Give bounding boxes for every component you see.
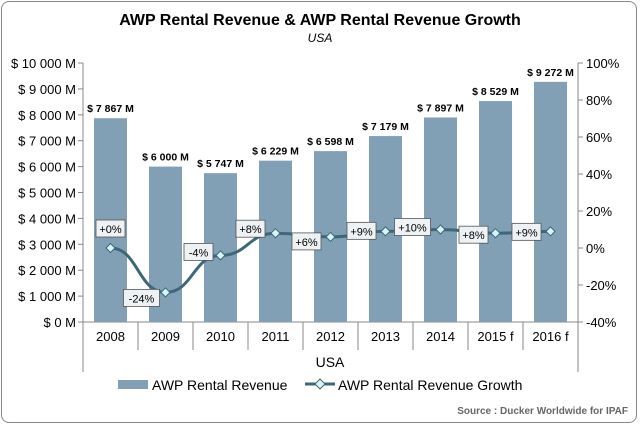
legend-marker-icon — [314, 378, 326, 390]
growth-data-label: +8% — [239, 224, 262, 236]
category-label: 2014 — [426, 329, 455, 344]
category-label: 2008 — [96, 329, 125, 344]
chart-title: AWP Rental Revenue & AWP Rental Revenue … — [119, 12, 521, 29]
right-tick-label: 60% — [586, 130, 612, 145]
revenue-bar — [479, 101, 512, 322]
growth-label-box — [123, 288, 160, 307]
left-tick-label: $ 2 000 M — [18, 263, 76, 278]
bar-data-label: $ 7 179 M — [362, 121, 409, 133]
growth-label-box — [291, 232, 322, 251]
revenue-bar — [534, 81, 567, 323]
growth-marker — [545, 226, 556, 237]
left-tick-label: $ 1 000 M — [18, 289, 76, 304]
category-label: 2010 — [206, 329, 235, 344]
growth-marker — [435, 224, 446, 235]
growth-label-box — [458, 225, 489, 244]
bar-data-label: $ 9 272 M — [527, 67, 574, 79]
left-tick-label: $ 4 000 M — [18, 211, 76, 226]
bar-data-label: $ 6 598 M — [307, 136, 354, 148]
category-label: 2012 — [316, 329, 345, 344]
growth-data-label: +10% — [398, 223, 427, 235]
growth-marker — [160, 287, 171, 298]
growth-label-box — [183, 242, 214, 261]
right-tick-label: 40% — [586, 167, 612, 182]
growth-data-label: +8% — [462, 230, 485, 242]
growth-label-box — [235, 219, 266, 238]
growth-marker — [380, 226, 391, 237]
growth-marker — [105, 242, 116, 254]
right-tick-label: -20% — [586, 278, 617, 293]
legend-line-label: AWP Rental Revenue Growth — [338, 377, 522, 393]
category-label: 2016 f — [532, 329, 569, 344]
x-axis-label: USA — [316, 354, 345, 370]
growth-marker — [270, 227, 281, 239]
revenue-bar — [259, 160, 292, 322]
left-tick-label: $ 7 000 M — [18, 134, 76, 149]
left-tick-label: $ 0 M — [43, 315, 76, 330]
growth-label-box — [394, 218, 431, 236]
right-tick-label: -40% — [586, 315, 617, 330]
growth-marker — [215, 250, 226, 261]
left-tick-label: $ 8 000 M — [18, 108, 76, 123]
growth-label-box — [95, 219, 126, 238]
left-tick-label: $ 5 000 M — [18, 186, 76, 201]
bar-data-label: $ 6 000 M — [142, 152, 189, 164]
growth-data-label: +0% — [99, 224, 122, 236]
growth-data-label: -24% — [129, 293, 155, 305]
legend-bar-label: AWP Rental Revenue — [152, 377, 288, 393]
category-label: 2013 — [371, 329, 400, 344]
right-tick-label: 80% — [586, 93, 612, 108]
chart-subtitle: USA — [308, 31, 333, 45]
growth-data-label: +9% — [350, 226, 373, 238]
left-tick-label: $ 6 000 M — [18, 160, 76, 175]
category-label: 2011 — [262, 329, 290, 344]
bar-data-label: $ 6 229 M — [252, 146, 299, 158]
source-note: Source : Ducker Worldwide for IPAF — [457, 406, 628, 417]
bar-data-label: $ 5 747 M — [197, 158, 244, 170]
bar-data-label: $ 7 897 M — [417, 102, 464, 114]
right-tick-label: 100% — [586, 56, 620, 71]
growth-marker — [325, 231, 336, 243]
bar-data-label: $ 7 867 M — [87, 103, 134, 115]
right-tick-label: 0% — [586, 241, 605, 256]
growth-data-label: +6% — [295, 237, 318, 249]
left-tick-label: $ 3 000 M — [18, 237, 76, 252]
category-label: 2015 f — [477, 329, 514, 344]
growth-marker — [490, 227, 501, 239]
bar-data-label: $ 8 529 M — [472, 86, 519, 98]
right-tick-label: 20% — [586, 204, 612, 219]
growth-label-box — [511, 222, 542, 241]
left-tick-label: $ 9 000 M — [18, 82, 76, 97]
growth-data-label: -4% — [189, 247, 209, 259]
category-label: 2009 — [151, 329, 180, 344]
growth-data-label: +9% — [515, 227, 538, 239]
growth-label-box — [346, 221, 377, 240]
legend-bar-swatch — [118, 380, 148, 389]
left-tick-label: $ 10 000 M — [11, 56, 76, 71]
